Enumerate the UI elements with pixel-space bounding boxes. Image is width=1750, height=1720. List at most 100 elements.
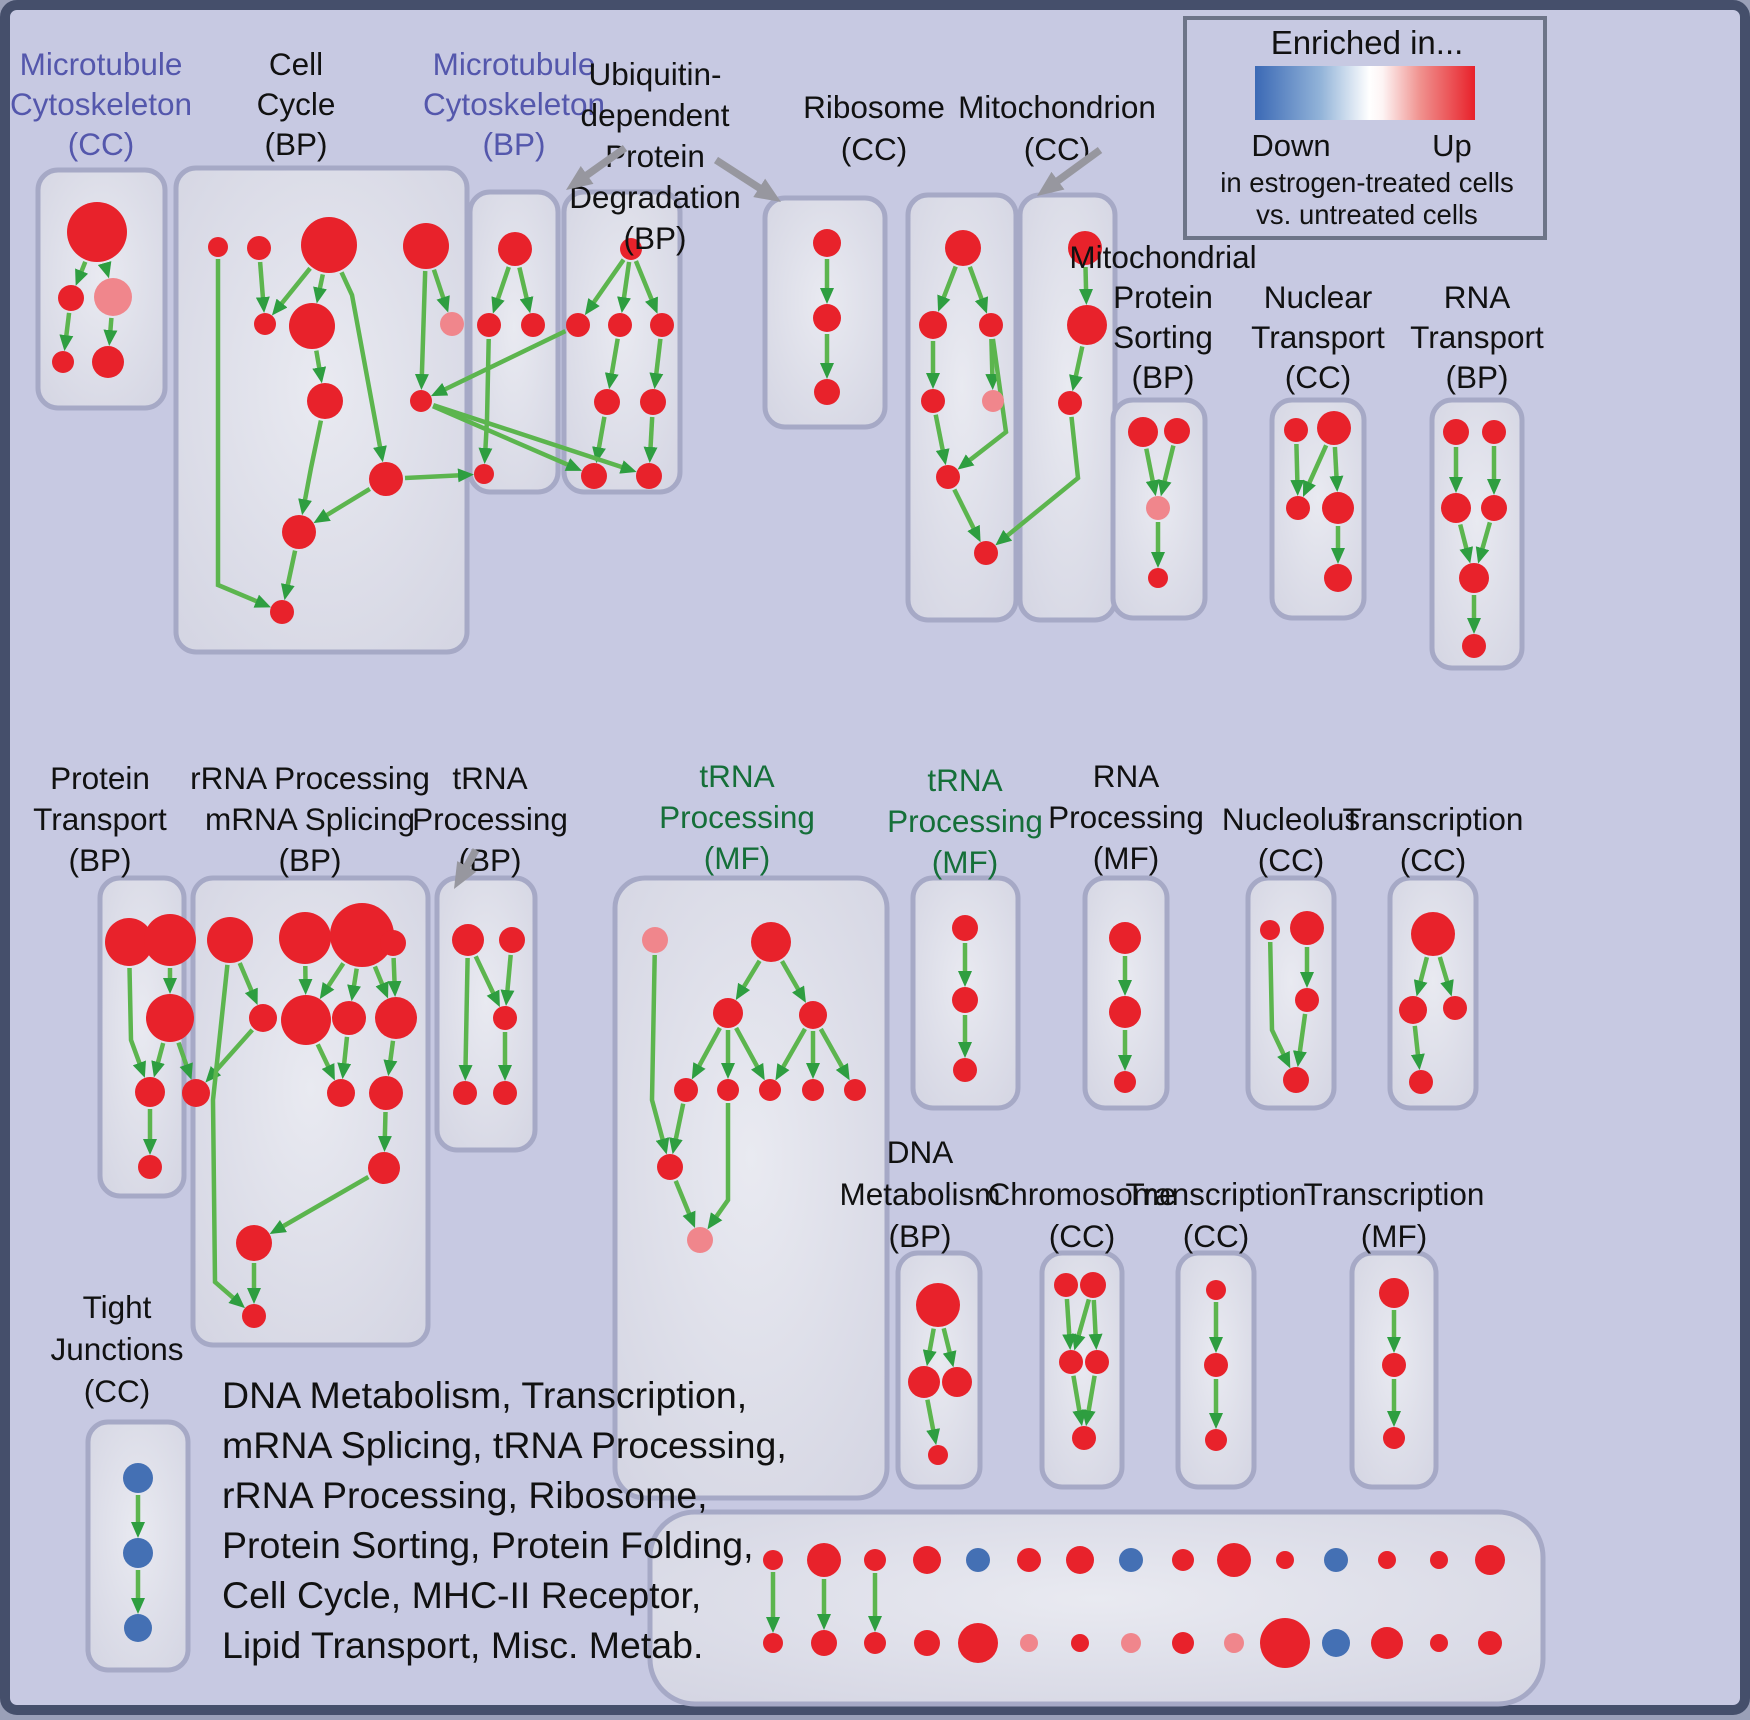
- node-chromosome-4: [1072, 1426, 1096, 1450]
- node-trna-bp-0: [452, 924, 484, 956]
- node-nuclear-transport-4: [1324, 564, 1352, 592]
- edge-chromosome-0: [1067, 1299, 1070, 1337]
- node-nuclear-transport-3: [1322, 492, 1354, 524]
- node-transcription-cc-mid-2: [1443, 996, 1467, 1020]
- node-trna-mf-small-2: [953, 1058, 977, 1082]
- bottom-strip-box: [650, 1512, 1543, 1704]
- node-ribosome-5: [936, 465, 960, 489]
- node-nuclear-transport-1: [1317, 411, 1351, 445]
- edge-chromosome-2: [1094, 1300, 1096, 1337]
- node-trna-mf-large-6: [759, 1079, 781, 1101]
- node-cell-cycle-1: [247, 236, 271, 260]
- node-rna-transport-1: [1482, 420, 1506, 444]
- cluster-label-nucleolus-line1: (CC): [1258, 842, 1324, 878]
- cluster-label-nucleolus-line0: Nucleolus: [1222, 801, 1360, 837]
- node-cell-cycle-7: [307, 383, 343, 419]
- cluster-label-nuclear-transport-line2: (CC): [1285, 359, 1351, 395]
- cluster-label-ubiquitin-line4: (BP): [624, 220, 687, 256]
- edge-microtubule-cc-3: [110, 318, 111, 333]
- strip-node-bottom-7: [1121, 1633, 1141, 1653]
- node-ubiquitin-degradation-a-5: [640, 389, 666, 415]
- cluster-label-trna-bp-line1: Processing: [412, 801, 568, 837]
- cluster-label-ubiquitin-line3: Degradation: [569, 179, 741, 215]
- node-chromosome-1: [1080, 1272, 1106, 1298]
- node-transcription-cc-mid-0: [1411, 912, 1455, 956]
- cluster-label-dna-metabolism-line1: Metabolism: [839, 1176, 1000, 1212]
- node-trna-mf-small-1: [952, 987, 978, 1013]
- node-rna-transport-4: [1459, 563, 1489, 593]
- node-transcription-cc-mid-1: [1399, 996, 1427, 1024]
- strip-node-top-8: [1172, 1549, 1194, 1571]
- edge-microtubule-cc-2: [66, 313, 69, 338]
- edge-trna-bp-0: [466, 958, 468, 1068]
- node-rna-transport-2: [1441, 493, 1471, 523]
- cluster-label-ribosome-line1: (CC): [841, 131, 907, 167]
- cluster-label-transcription-mf-line1: (MF): [1361, 1218, 1427, 1254]
- edge-rrna-mrna-splicing-8: [344, 1037, 347, 1066]
- node-rna-transport-3: [1481, 495, 1507, 521]
- node-trna-mf-large-7: [802, 1079, 824, 1101]
- cluster-label-transcription-cc-bottom-line1: (CC): [1183, 1218, 1249, 1254]
- cluster-box-trna-bp: [437, 878, 535, 1150]
- strip-node-bottom-14: [1478, 1631, 1502, 1655]
- strip-node-top-11: [1324, 1548, 1348, 1572]
- node-nuclear-transport-0: [1284, 418, 1308, 442]
- strip-node-top-14: [1475, 1545, 1505, 1575]
- cluster-label-rna-transport-line1: Transport: [1410, 319, 1544, 355]
- cluster-label-ribosome-line0: Ribosome: [803, 89, 945, 125]
- node-mitochondrion-2: [1058, 391, 1082, 415]
- cluster-label-mito-protein-sorting-line3: (BP): [1132, 359, 1195, 395]
- cluster-label-dna-metabolism-line0: DNA: [887, 1134, 954, 1170]
- cluster-label-ubiquitin-line0: Ubiquitin-: [588, 56, 721, 92]
- strip-node-bottom-3: [914, 1630, 940, 1656]
- node-ubiquitin-degradation-b-0: [813, 229, 841, 257]
- legend-gradient-bar: [1255, 66, 1475, 120]
- node-chromosome-3: [1085, 1350, 1109, 1374]
- node-protein-transport-3: [135, 1077, 165, 1107]
- node-trna-bp-2: [493, 1006, 517, 1030]
- node-ubiquitin-degradation-b-1: [813, 304, 841, 332]
- node-trna-mf-large-4: [674, 1078, 698, 1102]
- node-rrna-mrna-splicing-8: [327, 1079, 355, 1107]
- node-chromosome-2: [1059, 1350, 1083, 1374]
- node-mito-protein-sorting-3: [1148, 568, 1168, 588]
- cluster-label-microtubule-cc-line2: (CC): [68, 126, 134, 162]
- legend: Enriched in... Down Up in estrogen-treat…: [1185, 18, 1545, 238]
- node-transcription-mf-1: [1382, 1353, 1406, 1377]
- node-rrna-mrna-splicing-12: [242, 1304, 266, 1328]
- node-ubiquitin-degradation-a-6: [581, 463, 607, 489]
- node-rrna-mrna-splicing-6: [332, 1001, 366, 1035]
- annotation-line-1: mRNA Splicing, tRNA Processing,: [222, 1424, 787, 1466]
- node-dna-metabolism-2: [942, 1367, 972, 1397]
- node-trna-mf-small-0: [952, 915, 978, 941]
- cluster-label-trna-mf-small-line2: (MF): [932, 844, 998, 880]
- node-microtubule-bp-3: [474, 464, 494, 484]
- node-rrna-mrna-splicing-4: [249, 1004, 277, 1032]
- legend-up-label: Up: [1432, 128, 1472, 163]
- node-rrna-mrna-splicing-13: [368, 1152, 400, 1184]
- cluster-label-transcription-mf-line0: Transcription: [1304, 1176, 1485, 1212]
- node-transcription-mf-2: [1383, 1427, 1405, 1449]
- legend-down-label: Down: [1251, 128, 1330, 163]
- node-trna-mf-large-5: [717, 1079, 739, 1101]
- node-ubiquitin-degradation-a-7: [636, 463, 662, 489]
- node-ribosome-3: [921, 389, 945, 413]
- node-trna-mf-large-1: [751, 922, 791, 962]
- node-trna-mf-large-8: [844, 1079, 866, 1101]
- node-rrna-mrna-splicing-9: [369, 1076, 403, 1110]
- node-mito-protein-sorting-0: [1128, 417, 1158, 447]
- strip-node-top-12: [1378, 1551, 1396, 1569]
- node-mito-protein-sorting-2: [1146, 496, 1170, 520]
- cluster-label-transcription-cc-bottom-line0: Transcription: [1126, 1176, 1307, 1212]
- strip-node-bottom-12: [1371, 1627, 1403, 1659]
- node-tight-junctions-1: [123, 1538, 153, 1568]
- node-rna-processing-mf-0: [1109, 922, 1141, 954]
- node-protein-transport-4: [138, 1155, 162, 1179]
- node-chromosome-0: [1054, 1273, 1078, 1297]
- strip-node-bottom-11: [1322, 1629, 1350, 1657]
- strip-node-top-0: [763, 1550, 783, 1570]
- annotation-line-0: DNA Metabolism, Transcription,: [222, 1374, 747, 1416]
- edge-microtubule-cc-1: [105, 263, 106, 266]
- node-ribosome-2: [979, 313, 1003, 337]
